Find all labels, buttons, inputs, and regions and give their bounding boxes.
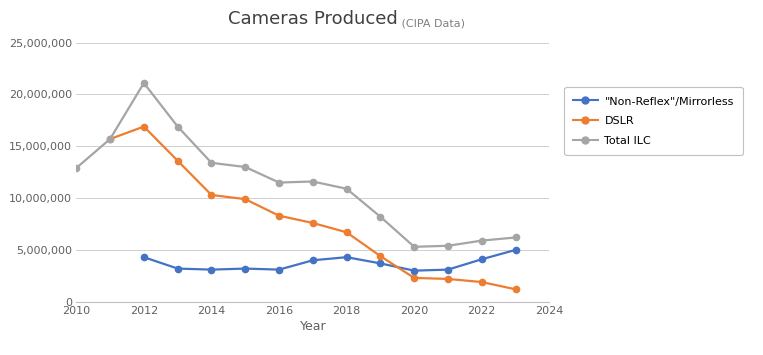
Text: Cameras Produced: Cameras Produced bbox=[228, 10, 398, 28]
"Non-Reflex"/Mirrorless bbox=[443, 267, 452, 272]
Total ILC bbox=[207, 161, 216, 165]
Total ILC bbox=[342, 187, 351, 191]
"Non-Reflex"/Mirrorless bbox=[140, 255, 149, 259]
Total ILC bbox=[72, 166, 81, 170]
"Non-Reflex"/Mirrorless bbox=[342, 255, 351, 259]
Legend: "Non-Reflex"/Mirrorless, DSLR, Total ILC: "Non-Reflex"/Mirrorless, DSLR, Total ILC bbox=[565, 87, 742, 155]
Total ILC bbox=[275, 180, 284, 185]
DSLR bbox=[240, 197, 250, 201]
"Non-Reflex"/Mirrorless bbox=[410, 268, 419, 273]
DSLR bbox=[140, 125, 149, 129]
DSLR bbox=[376, 254, 385, 258]
"Non-Reflex"/Mirrorless bbox=[511, 248, 520, 252]
Total ILC bbox=[410, 245, 419, 249]
"Non-Reflex"/Mirrorless bbox=[207, 267, 216, 272]
DSLR bbox=[410, 276, 419, 280]
Y-axis label: Units Produced: Units Produced bbox=[0, 125, 4, 219]
DSLR bbox=[308, 221, 317, 225]
Total ILC bbox=[477, 239, 486, 243]
"Non-Reflex"/Mirrorless bbox=[477, 257, 486, 261]
"Non-Reflex"/Mirrorless bbox=[173, 267, 182, 271]
DSLR bbox=[275, 214, 284, 218]
Total ILC bbox=[240, 165, 250, 169]
Line: DSLR: DSLR bbox=[107, 124, 519, 293]
DSLR bbox=[173, 159, 182, 163]
"Non-Reflex"/Mirrorless bbox=[275, 267, 284, 272]
DSLR bbox=[342, 230, 351, 234]
Total ILC bbox=[443, 244, 452, 248]
DSLR bbox=[443, 277, 452, 281]
DSLR bbox=[207, 193, 216, 197]
Total ILC bbox=[308, 179, 317, 184]
DSLR bbox=[105, 137, 114, 141]
X-axis label: Year: Year bbox=[300, 320, 326, 333]
Line: Total ILC: Total ILC bbox=[73, 80, 519, 250]
"Non-Reflex"/Mirrorless bbox=[376, 261, 385, 266]
Total ILC bbox=[376, 215, 385, 219]
DSLR bbox=[511, 287, 520, 291]
Total ILC bbox=[511, 235, 520, 240]
Total ILC bbox=[105, 137, 114, 141]
Line: "Non-Reflex"/Mirrorless: "Non-Reflex"/Mirrorless bbox=[140, 247, 519, 274]
"Non-Reflex"/Mirrorless bbox=[240, 267, 250, 271]
Total ILC bbox=[140, 81, 149, 85]
DSLR bbox=[477, 280, 486, 284]
"Non-Reflex"/Mirrorless bbox=[308, 258, 317, 262]
Text: (CIPA Data): (CIPA Data) bbox=[398, 18, 465, 28]
Total ILC bbox=[173, 125, 182, 129]
